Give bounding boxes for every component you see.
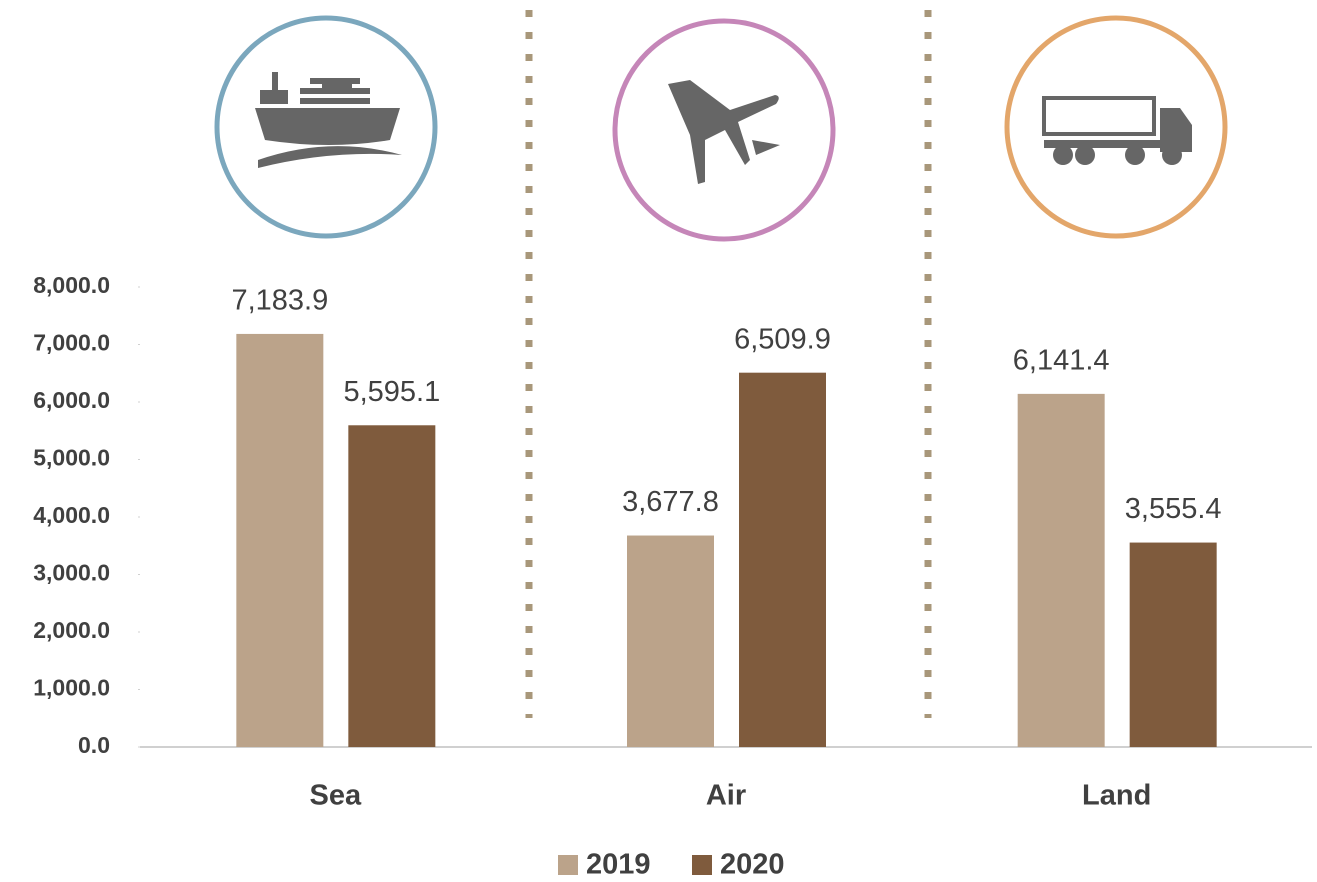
bar: [1017, 393, 1105, 747]
value-label: 6,509.9: [734, 323, 831, 355]
ship: [255, 72, 402, 168]
bar: [1129, 542, 1217, 747]
legend-label: 2019: [586, 849, 651, 881]
legend-label: 2020: [720, 849, 785, 881]
y-tick-label: 3,000.0: [33, 560, 110, 586]
value-label: 3,555.4: [1125, 493, 1222, 525]
land-icon: [1004, 15, 1228, 239]
value-label: 6,141.4: [1013, 345, 1110, 377]
icon-circle: [612, 18, 836, 242]
icon-circle: [214, 15, 438, 239]
truck: [1042, 96, 1192, 165]
y-tick-label: 1,000.0: [33, 675, 110, 701]
sea-icon: [214, 15, 438, 239]
value-label: 5,595.1: [343, 376, 440, 408]
icon-circle: [1004, 15, 1228, 239]
y-tick-label: 2,000.0: [33, 617, 110, 643]
value-label: 3,677.8: [622, 486, 719, 518]
legend-swatch: [558, 855, 578, 875]
x-tick-label: Land: [1082, 780, 1151, 812]
y-tick-label: 6,000.0: [33, 387, 110, 413]
y-tick-label: 0.0: [78, 732, 110, 758]
y-tick-label: 7,000.0: [33, 330, 110, 356]
x-tick-label: Air: [706, 780, 746, 812]
y-tick-label: 5,000.0: [33, 445, 110, 471]
bar: [627, 535, 714, 747]
legend-swatch: [692, 855, 712, 875]
air-icon: [612, 18, 836, 242]
y-tick-label: 4,000.0: [33, 502, 110, 528]
bar: [739, 372, 826, 747]
separators: [525, 10, 932, 718]
plane: [668, 80, 780, 184]
value-label: 7,183.9: [231, 285, 328, 317]
y-tick-label: 8,000.0: [33, 272, 110, 298]
x-tick-label: Sea: [310, 780, 362, 812]
bar: [236, 333, 324, 747]
bar: [348, 425, 436, 747]
